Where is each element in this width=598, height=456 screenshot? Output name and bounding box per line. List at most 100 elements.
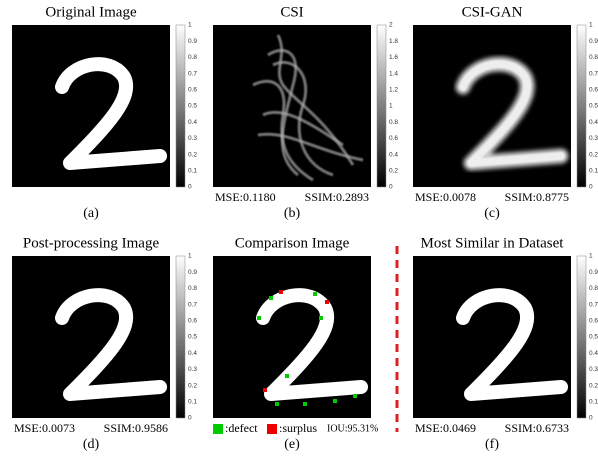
legend-swatch (213, 424, 223, 434)
colorbar-tick: 0.5 (188, 103, 197, 110)
colorbar-tick: 0.1 (589, 168, 598, 175)
diff-pixel (279, 290, 283, 294)
panel-label: (b) (284, 206, 301, 221)
colorbar-tick: 1 (389, 103, 393, 110)
colorbar-tick: 1.2 (389, 87, 398, 94)
colorbar-tick: 0 (188, 415, 192, 422)
colorbar-tick: 0.8 (188, 285, 197, 292)
panel: Comparison Image :defect :surplus IOU:95.31… (213, 235, 378, 452)
panel: Original Image 0 0.1 0.2 0.3 0.4 0.5 0.6 0.7 0.8 0… (12, 4, 197, 221)
colorbar-tick: 0.9 (188, 38, 197, 45)
panel-title: Original Image (45, 4, 137, 20)
panel-label: (e) (284, 437, 300, 452)
colorbar-tick: 1.8 (389, 38, 398, 45)
diff-pixel (325, 300, 329, 304)
colorbar-tick: 0.6 (188, 87, 197, 94)
panel-title: Comparison Image (235, 235, 350, 251)
colorbar-tick: 0 (188, 184, 192, 191)
iou: IOU:95.31% (327, 423, 378, 434)
panel: CSI 0 0.2 0.4 0.6 0.8 1 1.2 1.4 1.6 1.8 2 MSE:0.1180… (213, 4, 398, 221)
panel-title: Most Similar in Dataset (421, 235, 565, 251)
diff-pixel (353, 394, 357, 398)
colorbar-tick: 0.4 (188, 119, 197, 126)
colorbar-tick: 0.1 (188, 168, 197, 175)
panel-label: (d) (83, 437, 100, 452)
colorbar-tick: 1 (589, 22, 593, 29)
metric: MSE:0.0078 (415, 190, 476, 204)
panel-label: (a) (83, 206, 99, 221)
colorbar (577, 256, 586, 418)
colorbar-tick: 1 (589, 253, 593, 260)
colorbar-tick: 0.8 (188, 54, 197, 61)
colorbar-tick: 0.8 (589, 285, 598, 292)
metric: MSE:0.0469 (415, 421, 476, 435)
colorbar-tick: 1.4 (389, 70, 398, 77)
colorbar-tick: 0.2 (589, 151, 598, 158)
colorbar-tick: 0.9 (589, 269, 598, 276)
diff-pixel (319, 316, 323, 320)
colorbar (176, 256, 185, 418)
colorbar-tick: 2 (389, 22, 393, 29)
diff-pixel (263, 388, 267, 392)
colorbar-tick: 0.4 (589, 119, 598, 126)
colorbar-tick: 0.2 (589, 382, 598, 389)
panel-label: (c) (484, 206, 500, 221)
diff-pixel (269, 296, 273, 300)
panel-label: (f) (485, 437, 499, 452)
colorbar-tick: 0.7 (188, 301, 197, 308)
figure: Original Image 0 0.1 0.2 0.3 0.4 0.5 0.6 0.7 0.8 0… (0, 0, 598, 456)
colorbar-tick: 0.2 (188, 151, 197, 158)
colorbar (577, 25, 586, 187)
colorbar-tick: 0.2 (188, 382, 197, 389)
legend-swatch (267, 424, 277, 434)
colorbar-tick: 1 (188, 22, 192, 29)
panel: Most Similar in Dataset 0 0.1 0.2 0.3 0.4 0.5 0… (413, 235, 598, 452)
colorbar-tick: 0.3 (188, 366, 197, 373)
colorbar-tick: 0.2 (389, 168, 398, 175)
metric: SSIM:0.9586 (104, 421, 168, 435)
colorbar-tick: 0.6 (389, 135, 398, 142)
colorbar-tick: 0 (389, 184, 393, 191)
colorbar-tick: 0.5 (589, 334, 598, 341)
diff-pixel (333, 399, 337, 403)
colorbar-tick: 0.6 (589, 87, 598, 94)
colorbar-tick: 0.3 (188, 135, 197, 142)
colorbar-tick: 0.5 (188, 334, 197, 341)
metric: SSIM:0.8775 (505, 190, 569, 204)
diff-pixel (313, 292, 317, 296)
colorbar-tick: 0.3 (589, 135, 598, 142)
diff-pixel (285, 374, 289, 378)
panel-title: Post-processing Image (23, 235, 160, 251)
colorbar-tick: 0.3 (589, 366, 598, 373)
colorbar-tick: 0.7 (589, 70, 598, 77)
colorbar-tick: 0.8 (589, 54, 598, 61)
metric: SSIM:0.6733 (505, 421, 569, 435)
colorbar-tick: 0.6 (589, 318, 598, 325)
colorbar-tick: 0.9 (188, 269, 197, 276)
colorbar-tick: 0.4 (389, 151, 398, 158)
legend-label: :surplus (279, 421, 317, 435)
colorbar-tick: 0.4 (589, 350, 598, 357)
colorbar-tick: 0.8 (389, 119, 398, 126)
diff-pixel (257, 316, 261, 320)
colorbar-tick: 0.7 (589, 301, 598, 308)
colorbar-tick: 0.7 (188, 70, 197, 77)
colorbar (176, 25, 185, 187)
colorbar-tick: 0.1 (589, 399, 598, 406)
diff-pixel (275, 402, 279, 406)
legend-label: :defect (225, 421, 258, 435)
metric: MSE:0.1180 (215, 190, 276, 204)
colorbar-tick: 0.5 (589, 103, 598, 110)
colorbar-tick: 0 (589, 415, 593, 422)
colorbar-tick: 0 (589, 184, 593, 191)
colorbar-tick: 0.4 (188, 350, 197, 357)
diff-pixel (303, 402, 307, 406)
colorbar-tick: 1 (188, 253, 192, 260)
panel: CSI-GAN00.10.20.30.40.50.60.70.80.91MSE:… (413, 4, 598, 221)
colorbar-tick: 0.6 (188, 318, 197, 325)
metric: MSE:0.0073 (14, 421, 75, 435)
panel-title: CSI (280, 4, 303, 20)
colorbar-tick: 1.6 (389, 54, 398, 61)
colorbar-tick: 0.9 (589, 38, 598, 45)
metric: SSIM:0.2893 (305, 190, 369, 204)
